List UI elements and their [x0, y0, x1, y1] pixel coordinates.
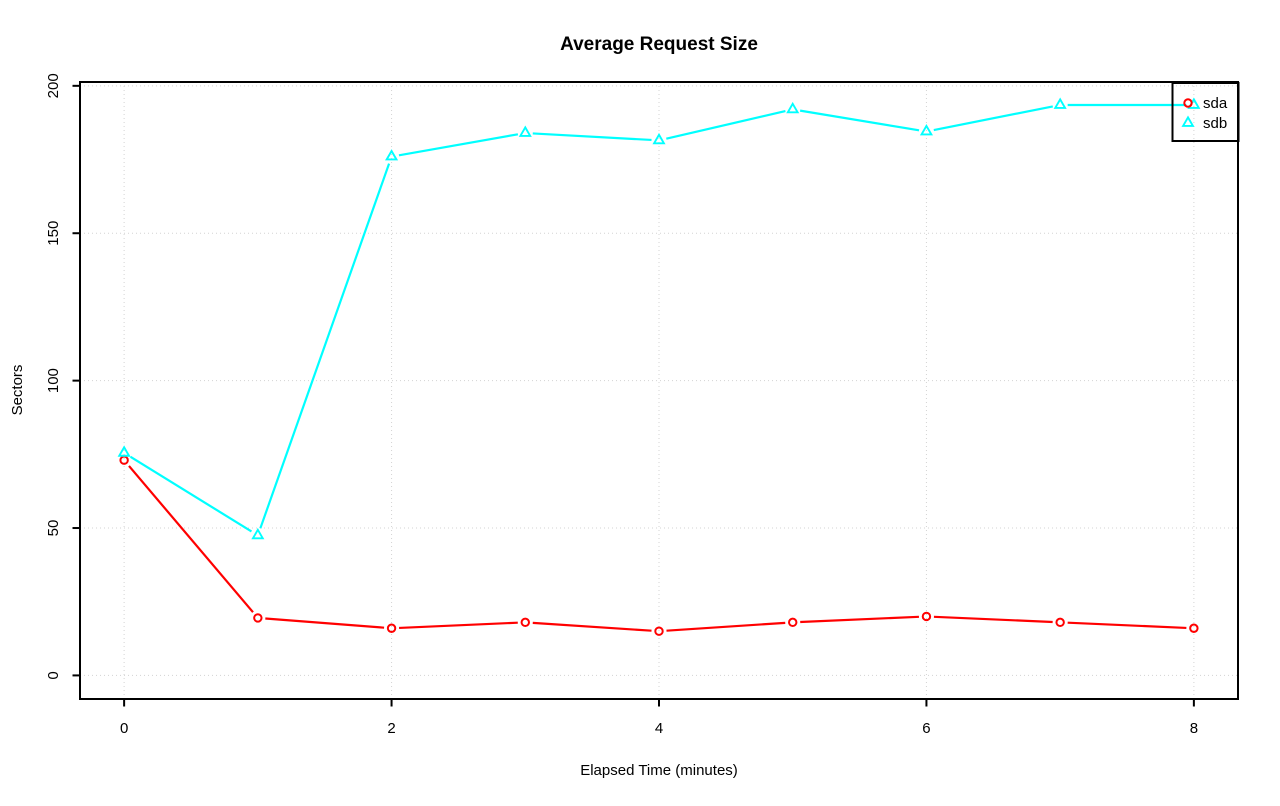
series-segment-sda-3	[532, 621, 652, 632]
legend-box	[1171, 82, 1240, 142]
series-segment-sdb-1	[259, 163, 391, 529]
chart-title: Average Request Size	[560, 34, 758, 55]
x-tick-label-4: 4	[655, 720, 663, 737]
marker-sdb-1	[251, 527, 265, 540]
series-segment-sdb-3	[532, 132, 652, 142]
series-segment-sda-6	[933, 615, 1053, 624]
series-segment-sdb-4	[666, 110, 786, 140]
marker-sda-3	[520, 617, 530, 628]
series-segment-sdb-0	[129, 455, 253, 533]
x-tick-label-8: 8	[1190, 720, 1198, 737]
legend-label-sdb: sdb	[1203, 115, 1227, 132]
marker-sda-6	[921, 611, 932, 622]
legend: sda sdb	[1171, 82, 1240, 142]
series-segment-sdb-6	[933, 105, 1054, 132]
marker-sda-8	[1189, 623, 1199, 633]
series-segment-sda-2	[399, 621, 518, 630]
x-tick-label-6: 6	[922, 720, 930, 737]
series-segment-sdb-5	[799, 109, 920, 132]
marker-sda-4	[654, 626, 664, 636]
marker-sdb-2	[385, 149, 399, 161]
marker-sda-1	[253, 613, 263, 623]
marker-sda-2	[386, 623, 397, 633]
marker-sdb-0	[117, 445, 131, 457]
marker-sda-7	[1055, 617, 1065, 628]
y-tick-label-0: 0	[45, 671, 62, 679]
marker-sdb-6	[919, 124, 933, 136]
series-segment-sda-4	[666, 621, 786, 632]
axes-layer: 0 2 4 6 8 0 50 100 150 200	[45, 73, 1198, 737]
y-tick-label-50: 50	[45, 520, 62, 537]
series-segment-sda-0	[128, 465, 254, 613]
grid-layer	[80, 82, 1238, 699]
marker-sdb-5	[786, 101, 800, 114]
x-tick-label-2: 2	[387, 720, 395, 737]
series-segment-sda-7	[1067, 621, 1187, 630]
marker-sda-5	[788, 617, 798, 628]
y-tick-label-200: 200	[45, 73, 62, 98]
x-tick-label-0: 0	[120, 720, 128, 737]
series-segment-sda-1	[265, 617, 385, 629]
legend-marker-sdb	[1181, 115, 1195, 127]
y-tick-label-150: 150	[45, 221, 62, 246]
y-axis-title: Sectors	[9, 365, 26, 416]
marker-sdb-7	[1053, 97, 1067, 109]
y-tick-label-100: 100	[45, 368, 62, 393]
series-segment-sdb-2	[398, 133, 519, 157]
marker-sdb-3	[518, 125, 532, 137]
legend-label-sda: sda	[1203, 95, 1228, 112]
marker-sdb-4	[652, 132, 666, 145]
x-axis-title: Elapsed Time (minutes)	[580, 762, 738, 779]
series-layer	[117, 97, 1201, 636]
series-segment-sda-5	[800, 615, 919, 624]
legend-marker-sda	[1183, 98, 1193, 108]
